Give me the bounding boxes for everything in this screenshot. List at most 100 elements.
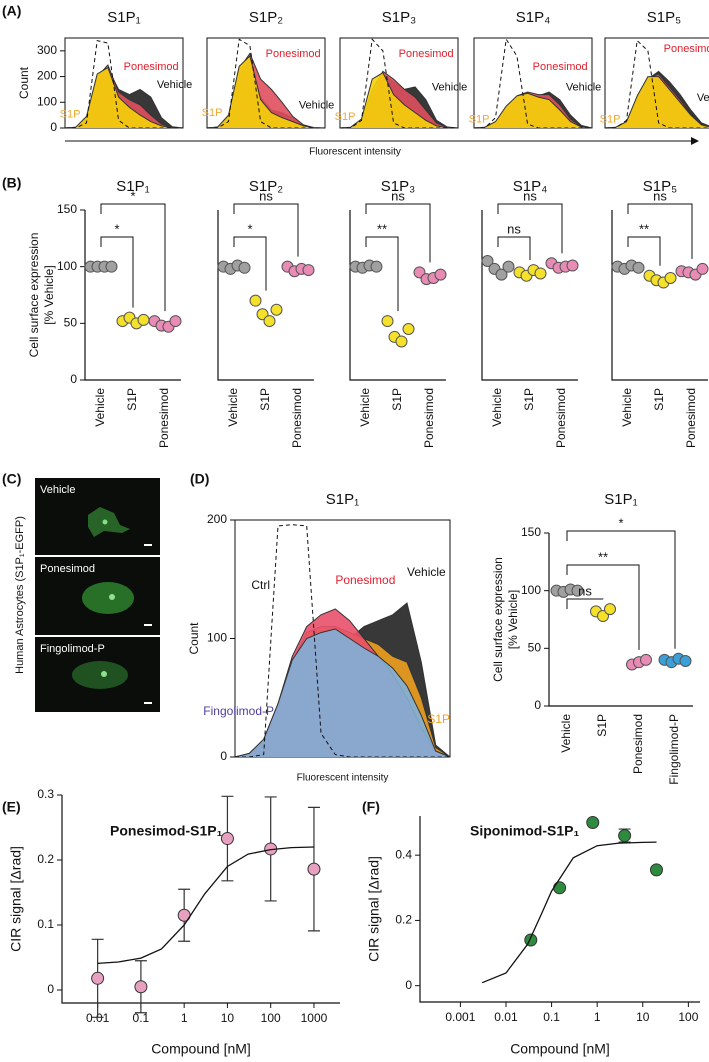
data-point xyxy=(696,262,709,275)
series-label: Ponesimod xyxy=(533,61,588,73)
series-label: Vehicle xyxy=(432,82,467,94)
data-point xyxy=(649,863,663,877)
fit-line xyxy=(97,846,315,965)
chart: S1P₁ 0 100 200 300 Count Vehicle Ponesimod S1P xyxy=(17,9,192,134)
y-axis-label: [% Vehicle] xyxy=(42,265,56,324)
area-outline xyxy=(340,38,458,129)
y-axis-label: Count xyxy=(17,66,31,99)
significance-label: ** xyxy=(377,221,387,236)
area-outline xyxy=(207,38,325,129)
chart-title: S1P₂ xyxy=(249,9,283,26)
y-tick-label: 150 xyxy=(521,525,541,539)
series-label: Vehicle xyxy=(566,82,601,94)
cell xyxy=(72,661,128,689)
x-tick-label: 0.001 xyxy=(445,1010,475,1024)
fit-line xyxy=(481,841,657,984)
series-label: Vehicle xyxy=(157,79,192,91)
y-tick-label: 0 xyxy=(50,120,57,134)
side-label: Human Astrocytes (S1P₁-EGFP) xyxy=(14,516,26,674)
chart: S1P₄ Vehicle S1P Ponesimod ns ns xyxy=(481,178,579,448)
y-tick-label: 50 xyxy=(528,641,542,655)
panel-label: (C) xyxy=(2,471,21,487)
y-axis-label: Cell surface expression xyxy=(27,233,41,358)
y-tick-label: 300 xyxy=(37,43,57,57)
series-label: Vehicle xyxy=(299,100,334,112)
chart-title: S1P₅ xyxy=(643,178,677,195)
image-label: Vehicle xyxy=(40,484,75,496)
series-label: Ponesimod xyxy=(266,48,321,60)
chart: S1P₅ Vehicle S1P Ponesimod ** ns xyxy=(611,178,709,448)
y-tick-label: 0 xyxy=(220,749,227,763)
x-tick-label: Vehicle xyxy=(559,714,573,753)
significance-bracket xyxy=(627,203,693,259)
panel-label: (E) xyxy=(2,799,21,815)
axis xyxy=(217,210,314,381)
significance-bracket xyxy=(627,236,661,266)
y-axis-label: CIR signal [Δrad] xyxy=(8,846,24,952)
x-axis-label: Fluorescent intensity xyxy=(297,773,389,784)
y-axis-label: [% Vehicle] xyxy=(506,590,520,649)
data-point xyxy=(534,267,547,280)
chart-title: S1P₁ xyxy=(326,491,359,508)
data-point xyxy=(640,653,652,666)
y-tick-label: 0.1 xyxy=(37,917,54,931)
x-tick-label: Ponesimod xyxy=(422,388,436,448)
data-point xyxy=(553,881,567,895)
y-tick-label: 0.4 xyxy=(395,847,412,861)
area-fill xyxy=(207,56,325,128)
x-tick-label: 0.1 xyxy=(543,1010,560,1024)
x-tick-label: Vehicle xyxy=(620,388,634,427)
series-label: S1P xyxy=(427,712,450,726)
x-tick-label: S1P xyxy=(390,388,404,411)
area-outline xyxy=(474,37,592,129)
area-outline xyxy=(473,92,593,129)
significance-label: ns xyxy=(259,188,273,203)
x-tick-label: 1 xyxy=(181,1011,188,1025)
series-label: Ponesimod xyxy=(664,43,709,55)
y-axis-label: Count xyxy=(187,622,201,655)
chart-title: S1P₄ xyxy=(513,178,547,195)
cell xyxy=(88,507,130,537)
significance-bracket xyxy=(566,598,604,609)
data-point xyxy=(249,294,262,307)
area-outline xyxy=(65,39,183,129)
x-tick-label: 1000 xyxy=(301,1011,328,1025)
significance-label: * xyxy=(114,221,119,236)
x-tick-label: 0.01 xyxy=(494,1010,518,1024)
series-label: S1P xyxy=(202,107,223,119)
significance-bracket xyxy=(497,203,563,254)
panel-label: (A) xyxy=(2,3,21,19)
x-tick-label: S1P xyxy=(652,388,666,411)
data-point xyxy=(169,315,182,328)
area-outline xyxy=(604,76,709,129)
chart-title: S1P₃ xyxy=(382,9,416,26)
significance-bracket xyxy=(100,203,166,312)
chart: S1P₂ Vehicle S1P Ponesimod * ns xyxy=(217,178,315,448)
area-outline xyxy=(235,524,450,758)
data-point xyxy=(220,832,234,846)
data-point xyxy=(370,260,383,273)
y-tick-label: 200 xyxy=(37,69,57,83)
x-axis-label: Compound [nM] xyxy=(151,1041,251,1057)
significance-bracket xyxy=(365,203,431,263)
chart: Ponesimod-S1P₁ 0 0.1 0.2 0.3 CIR signal [Δrad… xyxy=(8,787,340,1057)
data-point xyxy=(307,862,321,876)
x-tick-label: 0.1 xyxy=(133,1011,150,1025)
data-point xyxy=(618,829,632,843)
chart-title: S1P₅ xyxy=(647,9,681,26)
chart-title: S1P₂ xyxy=(249,178,283,195)
significance-label: ns xyxy=(523,188,537,203)
axis xyxy=(611,210,708,381)
micrographs: Vehicle Ponesimod Fingolimod-P Human Ast… xyxy=(14,478,160,712)
significance-label: ns xyxy=(653,188,667,203)
y-tick-label: 100 xyxy=(57,259,77,273)
panel-labels: (A) (B) (C) (D) (E) (F) xyxy=(2,3,380,815)
chart: S1P₁ 0 100 200 Count Fluorescent intensity Ctr… xyxy=(187,491,451,784)
data-point xyxy=(302,264,315,277)
x-tick-label: 100 xyxy=(261,1011,281,1025)
data-point xyxy=(381,315,394,328)
significance-bracket xyxy=(566,564,640,650)
significance-bracket xyxy=(566,530,676,649)
data-point xyxy=(238,261,251,274)
